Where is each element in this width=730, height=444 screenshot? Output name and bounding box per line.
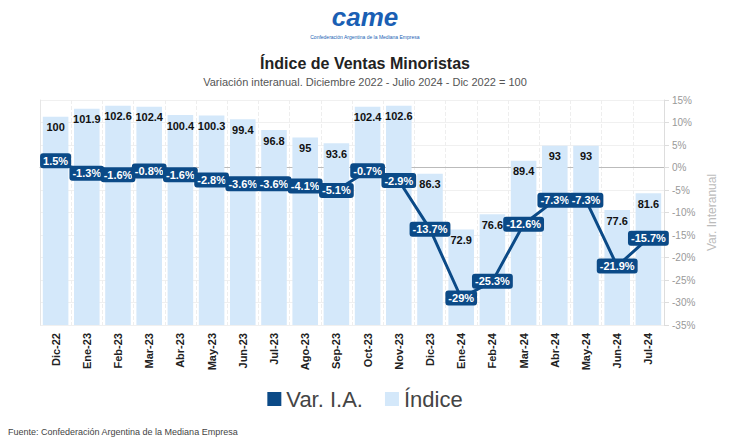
svg-text:Ene-24: Ene-24 <box>455 332 467 369</box>
svg-text:-13.7%: -13.7% <box>413 223 448 235</box>
svg-text:-25%: -25% <box>672 275 695 286</box>
svg-text:Feb-24: Feb-24 <box>486 332 498 368</box>
svg-text:May-23: May-23 <box>206 333 218 370</box>
svg-text:-7.3%: -7.3% <box>540 194 569 206</box>
svg-text:-2.9%: -2.9% <box>384 175 413 187</box>
svg-text:102.6: 102.6 <box>385 110 413 122</box>
svg-text:99.4: 99.4 <box>232 124 254 136</box>
svg-text:Mar-24: Mar-24 <box>518 332 530 368</box>
svg-text:May-24: May-24 <box>580 332 592 370</box>
svg-text:76.6: 76.6 <box>482 219 503 231</box>
svg-text:10%: 10% <box>672 117 692 128</box>
svg-text:101.9: 101.9 <box>73 113 101 125</box>
svg-text:0%: 0% <box>672 162 687 173</box>
svg-text:Ago-23: Ago-23 <box>299 333 311 370</box>
svg-text:-4.1%: -4.1% <box>291 180 320 192</box>
svg-text:1.5%: 1.5% <box>43 155 68 167</box>
svg-text:-29%: -29% <box>448 292 474 304</box>
svg-text:93: 93 <box>549 150 561 162</box>
svg-text:89.4: 89.4 <box>513 165 535 177</box>
svg-text:100: 100 <box>46 121 64 133</box>
svg-text:-10%: -10% <box>672 207 695 218</box>
svg-text:-1.6%: -1.6% <box>104 169 133 181</box>
svg-text:-7.3%: -7.3% <box>572 194 601 206</box>
svg-text:-12.6%: -12.6% <box>506 218 541 230</box>
svg-text:Var. I.A.: Var. I.A. <box>286 387 363 412</box>
svg-text:-35%: -35% <box>672 320 695 331</box>
svg-text:Sep-23: Sep-23 <box>330 333 342 369</box>
svg-text:100.3: 100.3 <box>198 120 226 132</box>
svg-text:-5.1%: -5.1% <box>322 184 351 196</box>
svg-text:96.8: 96.8 <box>263 135 284 147</box>
svg-text:Jul-23: Jul-23 <box>268 333 280 365</box>
svg-text:Abr-24: Abr-24 <box>549 332 561 368</box>
svg-text:77.6: 77.6 <box>606 215 627 227</box>
svg-text:Confederación Argentina de la: Confederación Argentina de la Mediana Em… <box>310 34 419 40</box>
svg-text:100.4: 100.4 <box>167 120 195 132</box>
svg-text:-15.7%: -15.7% <box>631 232 666 244</box>
svg-text:-3.6%: -3.6% <box>260 178 289 190</box>
svg-text:Ene-23: Ene-23 <box>81 333 93 369</box>
svg-text:-1.6%: -1.6% <box>166 169 195 181</box>
svg-text:Abr-23: Abr-23 <box>174 333 186 368</box>
svg-text:Nov-23: Nov-23 <box>393 333 405 370</box>
svg-text:Índice: Índice <box>404 387 463 412</box>
svg-text:93.6: 93.6 <box>326 148 347 160</box>
svg-text:Dic-23: Dic-23 <box>424 333 436 366</box>
svg-text:Feb-23: Feb-23 <box>112 333 124 368</box>
svg-text:15%: 15% <box>672 95 692 106</box>
svg-text:102.6: 102.6 <box>104 110 132 122</box>
svg-text:102.4: 102.4 <box>354 111 382 123</box>
svg-text:-2.8%: -2.8% <box>197 174 226 186</box>
svg-text:-0.8%: -0.8% <box>135 165 164 177</box>
svg-text:-1.3%: -1.3% <box>72 167 101 179</box>
svg-text:Jun-23: Jun-23 <box>237 333 249 368</box>
svg-text:-15%: -15% <box>672 230 695 241</box>
svg-text:-20%: -20% <box>672 252 695 263</box>
svg-text:102.4: 102.4 <box>135 111 163 123</box>
svg-text:-5%: -5% <box>672 185 690 196</box>
svg-text:Fuente: Confederación Argentin: Fuente: Confederación Argentina de la Me… <box>8 427 238 437</box>
svg-text:-21.9%: -21.9% <box>600 260 635 272</box>
svg-text:-30%: -30% <box>672 297 695 308</box>
svg-text:86.3: 86.3 <box>419 178 440 190</box>
svg-text:Dic-22: Dic-22 <box>50 333 62 366</box>
svg-text:-0.7%: -0.7% <box>353 165 382 177</box>
svg-text:Oct-23: Oct-23 <box>362 333 374 367</box>
svg-text:95: 95 <box>299 142 311 154</box>
svg-text:came: came <box>332 2 399 32</box>
svg-text:Mar-23: Mar-23 <box>143 333 155 368</box>
svg-text:Índice de Ventas Minoristas: Índice de Ventas Minoristas <box>260 54 470 72</box>
svg-text:81.6: 81.6 <box>638 198 659 210</box>
svg-text:5%: 5% <box>672 140 687 151</box>
svg-text:Jul-24: Jul-24 <box>642 332 654 365</box>
svg-text:93: 93 <box>580 150 592 162</box>
svg-text:-25.3%: -25.3% <box>475 275 510 287</box>
svg-text:Variación interanual. Diciembr: Variación interanual. Diciembre 2022 - J… <box>203 76 527 88</box>
svg-text:Jun-24: Jun-24 <box>611 332 623 368</box>
svg-text:-3.6%: -3.6% <box>228 178 257 190</box>
svg-text:72.9: 72.9 <box>450 234 471 246</box>
svg-text:Var. Interanual: Var. Interanual <box>705 174 719 251</box>
